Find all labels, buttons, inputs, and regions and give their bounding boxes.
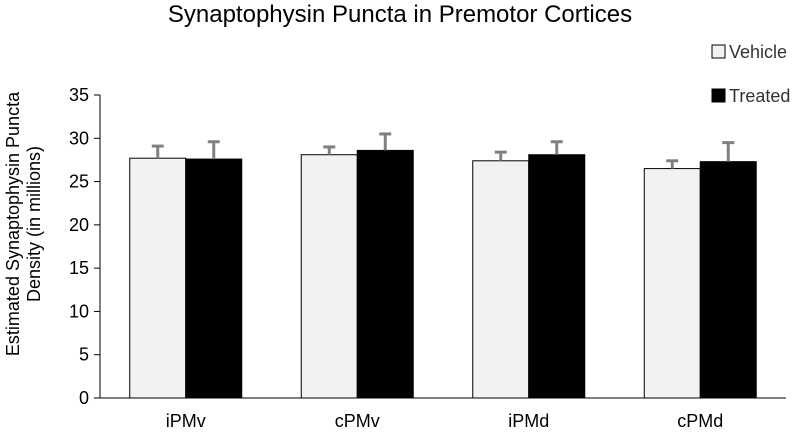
x-tick-label: cPMv: [335, 411, 380, 431]
x-tick-label: iPMd: [508, 411, 549, 431]
bar-treated-cpmd: [699, 161, 757, 399]
y-tick-label: 25: [69, 172, 89, 192]
y-tick-label: 10: [69, 301, 89, 321]
y-tick-label: 0: [79, 388, 89, 408]
legend: Vehicle Treated: [711, 42, 790, 106]
bar-treated-ipmv: [185, 158, 243, 399]
bar-vehicle-cpmd: [643, 168, 701, 399]
legend-label-treated: Treated: [729, 86, 790, 106]
y-axis: 0 5 10 15 20 25 30 35: [69, 85, 101, 408]
y-axis-title-line-2: Density (in millions): [24, 146, 44, 302]
bar-treated-cpmv: [356, 149, 414, 399]
bar-vehicle-ipmd: [472, 160, 530, 399]
legend-swatch-treated: [711, 88, 726, 103]
y-tick-label: 35: [69, 85, 89, 105]
plot-area: [129, 132, 757, 399]
y-tick-label: 20: [69, 215, 89, 235]
y-axis-title: Estimated Synaptophysin Puncta Density (…: [3, 91, 44, 356]
legend-swatch-vehicle: [711, 44, 726, 59]
y-tick-label: 5: [79, 345, 89, 365]
bar-treated-ipmd: [528, 154, 586, 399]
bar-vehicle-cpmv: [300, 154, 358, 399]
y-axis-title-line-1: Estimated Synaptophysin Puncta: [3, 91, 23, 356]
legend-label-vehicle: Vehicle: [729, 42, 787, 62]
bar-vehicle-ipmv: [129, 157, 187, 399]
x-tick-label: iPMv: [166, 411, 206, 431]
x-tick-label: cPMd: [677, 411, 723, 431]
y-tick-label: 15: [69, 258, 89, 278]
y-tick-label: 30: [69, 128, 89, 148]
x-axis: iPMv cPMv iPMd cPMd: [100, 397, 786, 431]
chart-title: Synaptophysin Puncta in Premotor Cortice…: [168, 1, 632, 28]
